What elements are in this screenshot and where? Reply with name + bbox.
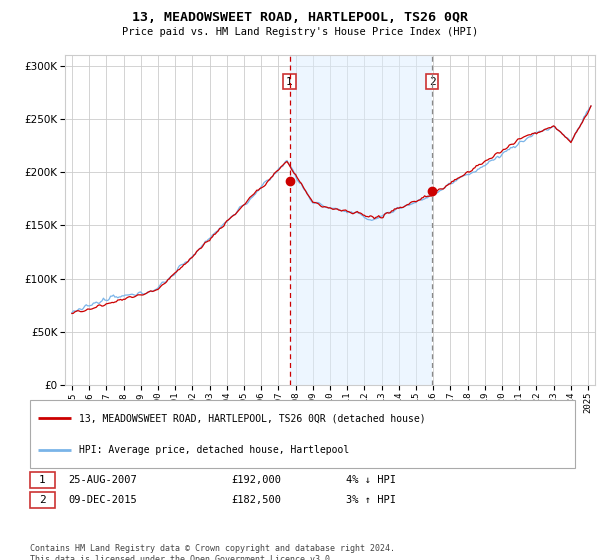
Text: 4% ↓ HPI: 4% ↓ HPI bbox=[346, 475, 396, 485]
Text: 25-AUG-2007: 25-AUG-2007 bbox=[68, 475, 137, 485]
Text: Price paid vs. HM Land Registry's House Price Index (HPI): Price paid vs. HM Land Registry's House … bbox=[122, 27, 478, 37]
Text: 1: 1 bbox=[286, 77, 293, 87]
Text: 2: 2 bbox=[39, 495, 46, 505]
FancyBboxPatch shape bbox=[30, 473, 55, 488]
FancyBboxPatch shape bbox=[30, 400, 575, 468]
FancyBboxPatch shape bbox=[30, 492, 55, 507]
Text: £192,000: £192,000 bbox=[232, 475, 281, 485]
Text: Contains HM Land Registry data © Crown copyright and database right 2024.
This d: Contains HM Land Registry data © Crown c… bbox=[30, 544, 395, 560]
Text: 3% ↑ HPI: 3% ↑ HPI bbox=[346, 495, 396, 505]
Text: 1: 1 bbox=[39, 475, 46, 485]
Text: HPI: Average price, detached house, Hartlepool: HPI: Average price, detached house, Hart… bbox=[79, 445, 349, 455]
Text: £182,500: £182,500 bbox=[232, 495, 281, 505]
Text: 2: 2 bbox=[429, 77, 436, 87]
Text: 09-DEC-2015: 09-DEC-2015 bbox=[68, 495, 137, 505]
Text: 13, MEADOWSWEET ROAD, HARTLEPOOL, TS26 0QR (detached house): 13, MEADOWSWEET ROAD, HARTLEPOOL, TS26 0… bbox=[79, 413, 425, 423]
Text: 13, MEADOWSWEET ROAD, HARTLEPOOL, TS26 0QR: 13, MEADOWSWEET ROAD, HARTLEPOOL, TS26 0… bbox=[132, 11, 468, 24]
